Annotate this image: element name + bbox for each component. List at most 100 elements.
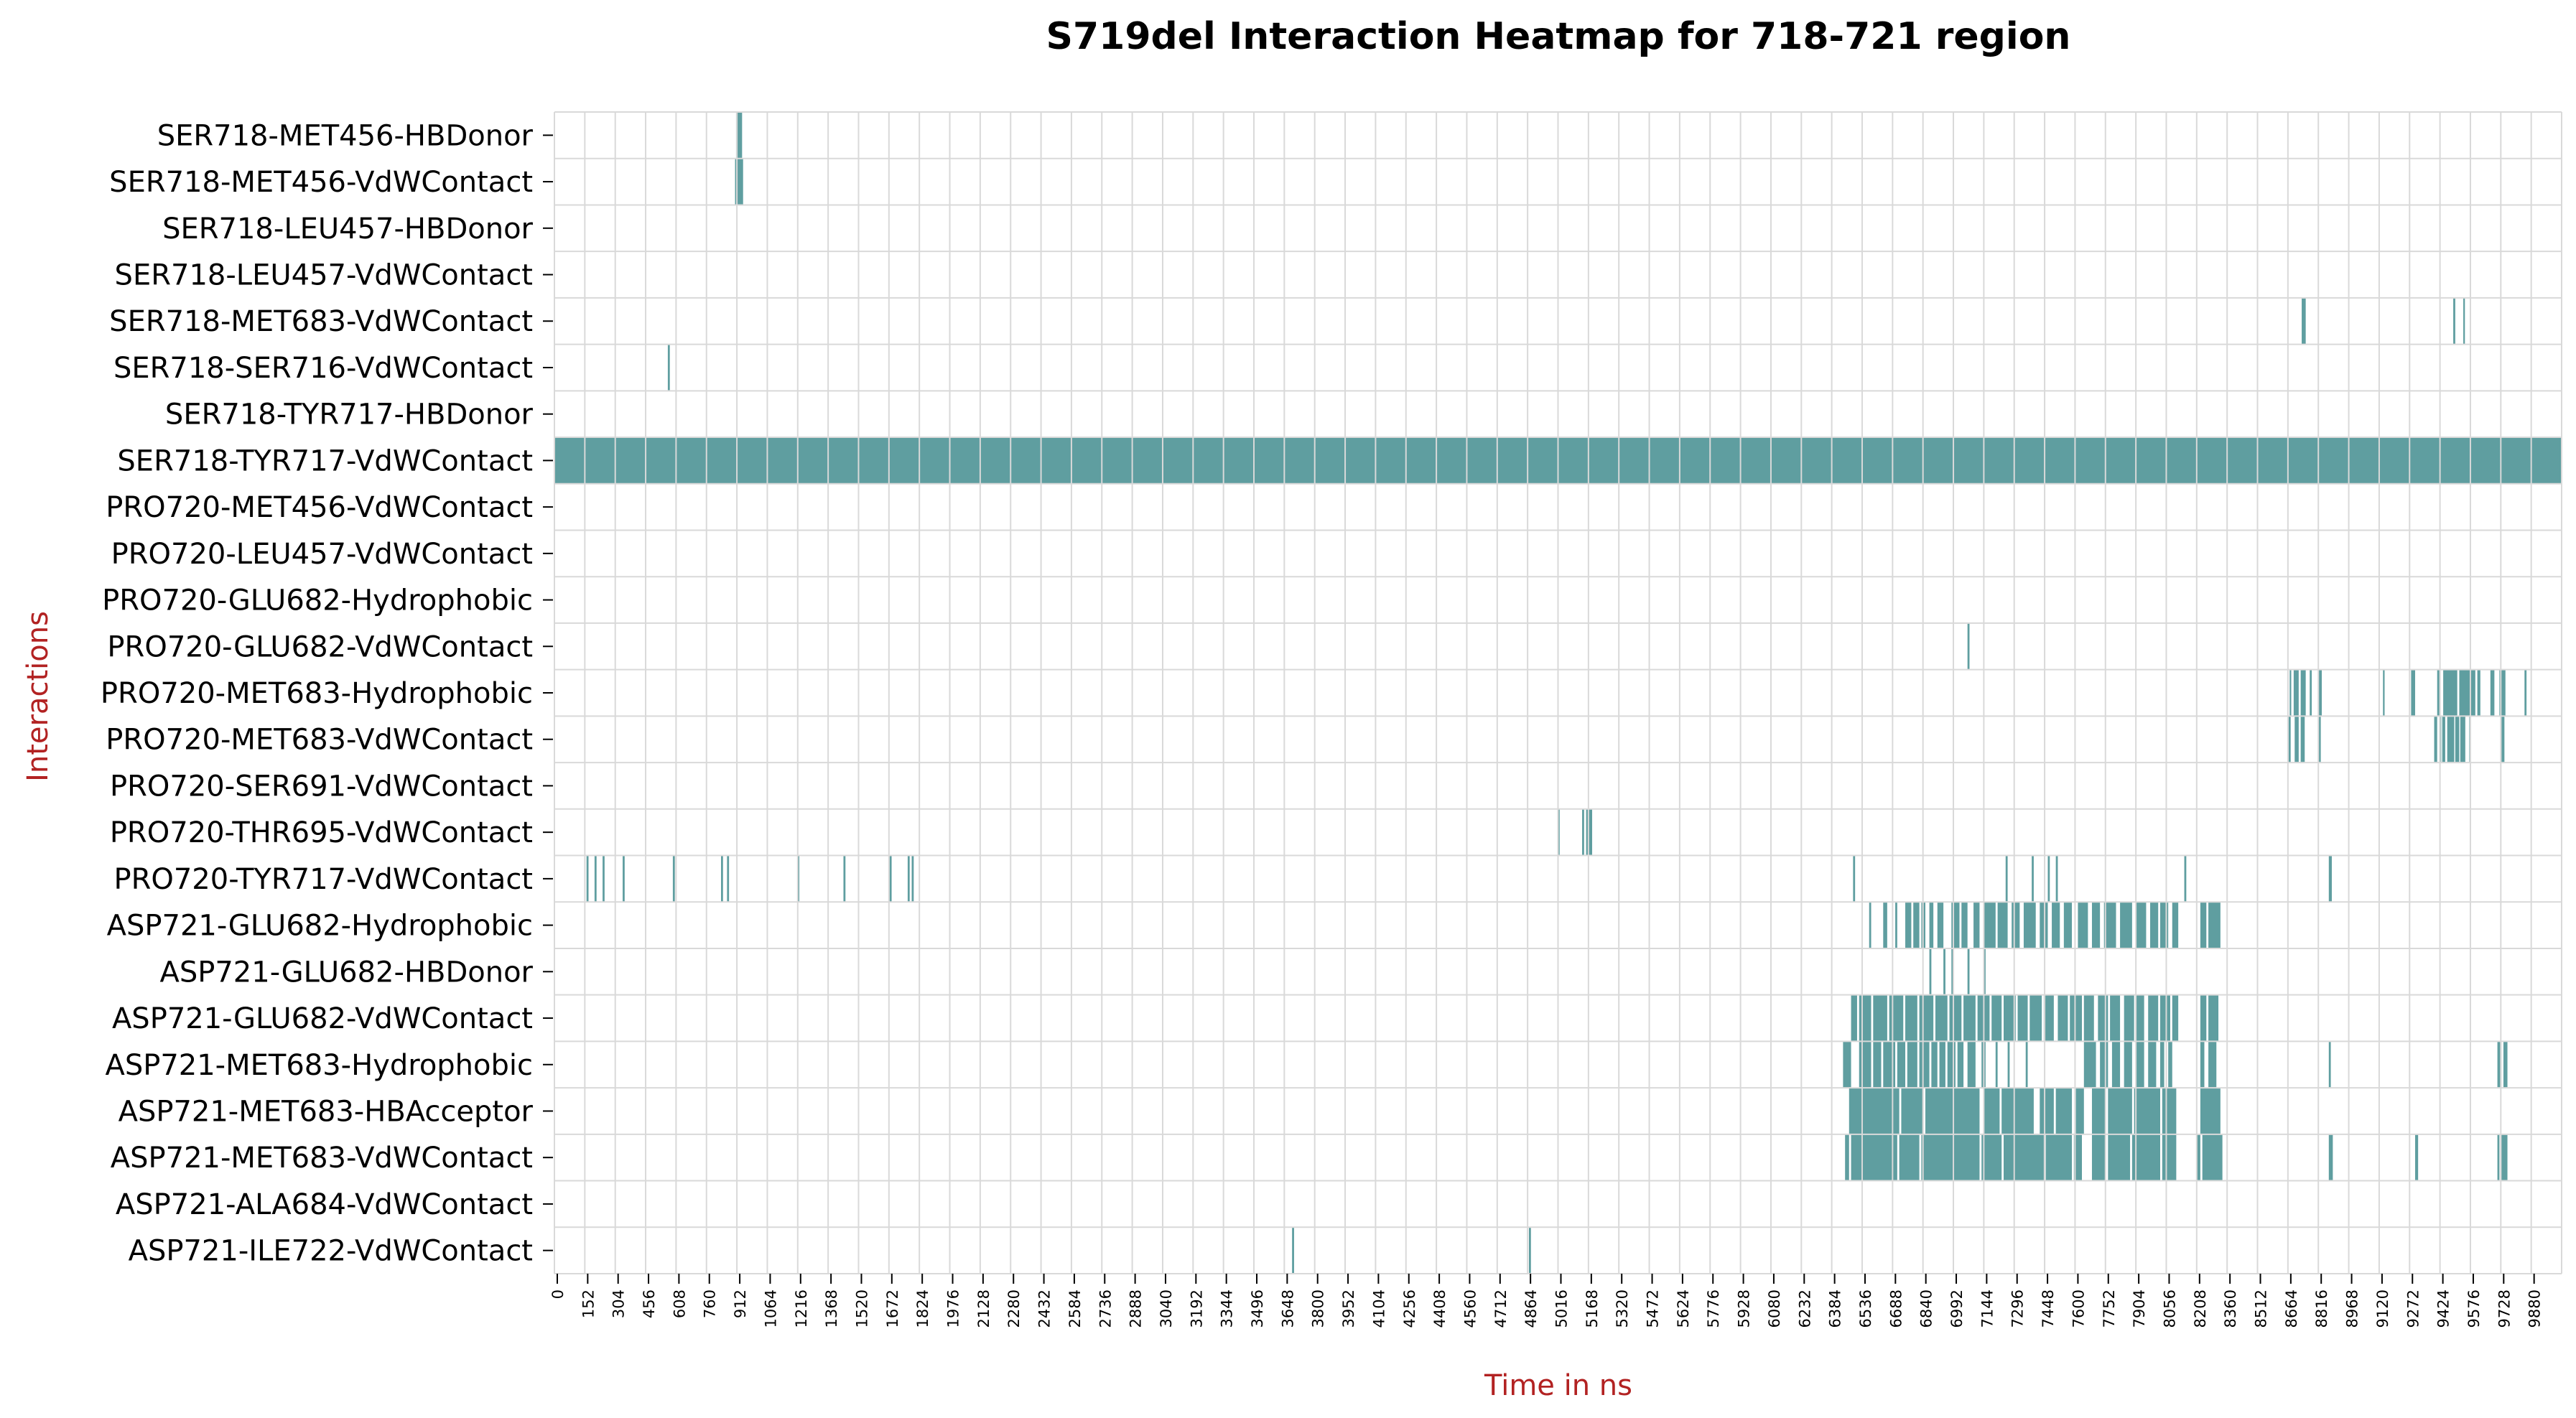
x-tick-label: 3040 bbox=[1158, 1289, 1175, 1328]
y-tick-label: PRO720-THR695-VdWContact bbox=[110, 816, 533, 849]
y-tick-label: ASP721-GLU682-Hydrophobic bbox=[107, 910, 533, 943]
heatmap-cell bbox=[1869, 902, 1871, 948]
heatmap-cell bbox=[2208, 1041, 2217, 1088]
x-tick-label: 9120 bbox=[2374, 1289, 2391, 1328]
heatmap-cell bbox=[2208, 994, 2219, 1042]
heatmap-cell bbox=[2029, 994, 2042, 1042]
heatmap-cell bbox=[2083, 994, 2094, 1042]
x-tick-label: 6232 bbox=[1796, 1289, 1813, 1328]
heatmap-cell bbox=[1929, 902, 1934, 948]
heatmap-cell bbox=[1957, 1041, 1964, 1088]
y-tick-label: ASP721-GLU682-VdWContact bbox=[112, 1002, 533, 1035]
heatmap-cell bbox=[1961, 902, 1968, 948]
x-tick-label: 6536 bbox=[1857, 1289, 1874, 1328]
heatmap-cell bbox=[1897, 1041, 1906, 1088]
heatmap-cell bbox=[911, 855, 914, 902]
heatmap-cell bbox=[2063, 902, 2073, 948]
x-tick-label: 1976 bbox=[945, 1289, 962, 1328]
heatmap-cell bbox=[1919, 1041, 1930, 1088]
heatmap-cell bbox=[2411, 669, 2415, 717]
y-tick-label: SER718-MET683-VdWContact bbox=[109, 305, 533, 338]
heatmap-cell bbox=[2160, 1041, 2165, 1088]
heatmap-cell bbox=[2300, 716, 2305, 763]
heatmap-cell bbox=[2045, 1134, 2073, 1181]
heatmap-cell bbox=[2025, 1041, 2028, 1088]
y-tick-label: PRO720-GLU682-Hydrophobic bbox=[102, 584, 533, 617]
heatmap-cell bbox=[2098, 994, 2108, 1042]
heatmap-cell bbox=[2328, 855, 2332, 902]
x-tick-label: 608 bbox=[671, 1289, 688, 1318]
heatmap-cell bbox=[843, 855, 846, 902]
x-tick-label: 7600 bbox=[2070, 1289, 2087, 1328]
heatmap-cell bbox=[2497, 1041, 2502, 1088]
heatmap-cell bbox=[2524, 669, 2527, 717]
heatmap-cell bbox=[2111, 1041, 2121, 1088]
heatmap-cell bbox=[2434, 716, 2437, 763]
x-tick-label: 7296 bbox=[2009, 1289, 2027, 1328]
y-tick-label: ASP721-ILE722-VdWContact bbox=[129, 1235, 533, 1268]
x-tick-label: 5016 bbox=[1553, 1289, 1571, 1328]
x-tick-label: 2584 bbox=[1066, 1289, 1084, 1328]
x-tick-label: 8056 bbox=[2161, 1289, 2178, 1328]
heatmap-cell bbox=[1981, 1134, 2002, 1181]
x-tick-label: 456 bbox=[641, 1289, 658, 1318]
y-tick-label: PRO720-SER691-VdWContact bbox=[110, 770, 533, 803]
x-tick-label: 4104 bbox=[1370, 1289, 1387, 1328]
heatmap-cell bbox=[2124, 1041, 2132, 1088]
heatmap-cell bbox=[2443, 669, 2458, 717]
heatmap-cell bbox=[603, 855, 605, 902]
heatmap-cell bbox=[2032, 855, 2034, 902]
heatmap-cell bbox=[1995, 1041, 1998, 1088]
heatmap-cell bbox=[2043, 994, 2054, 1042]
heatmap-cell bbox=[2120, 902, 2132, 948]
y-tick-label: SER718-MET456-VdWContact bbox=[109, 166, 533, 199]
heatmap-cell bbox=[2148, 1041, 2157, 1088]
y-axis-tick-labels: SER718-MET456-HBDonor SER718-MET456-VdWCo… bbox=[101, 119, 553, 1268]
heatmap-cell bbox=[2172, 994, 2179, 1042]
heatmap-cell bbox=[2200, 1088, 2221, 1134]
heatmap-cell bbox=[2136, 902, 2147, 948]
x-tick-label: 3496 bbox=[1249, 1289, 1266, 1328]
heatmap-cell bbox=[672, 855, 675, 902]
heatmap-cell bbox=[2202, 1134, 2223, 1181]
heatmap-cell bbox=[1967, 948, 1970, 995]
heatmap-cell bbox=[1991, 994, 2002, 1042]
x-tick-label: 8512 bbox=[2253, 1289, 2270, 1328]
x-tick-label: 5320 bbox=[1614, 1289, 1631, 1328]
x-tick-label: 2888 bbox=[1127, 1289, 1145, 1328]
y-tick-label: ASP721-MET683-VdWContact bbox=[111, 1142, 533, 1175]
heatmap-cell bbox=[667, 344, 670, 391]
x-axis-ticks: 0 152 304 456 608 760 912 1064 1216 1368 1520 1672 1… bbox=[549, 1274, 2544, 1328]
heatmap-cell bbox=[1907, 1041, 1917, 1088]
heatmap-grid bbox=[554, 111, 2562, 1274]
heatmap-cell bbox=[2047, 855, 2050, 902]
heatmap-cell bbox=[1939, 1041, 1945, 1088]
heatmap-cell bbox=[1984, 948, 1986, 995]
heatmap-cell bbox=[2040, 1088, 2054, 1134]
x-tick-label: 2280 bbox=[1005, 1289, 1023, 1328]
x-tick-label: 7448 bbox=[2040, 1289, 2057, 1328]
heatmap-cell bbox=[2040, 902, 2048, 948]
heatmap-cell bbox=[1931, 1041, 1938, 1088]
heatmap-cell bbox=[2414, 1134, 2419, 1181]
heatmap-cell bbox=[1845, 1134, 1849, 1181]
heatmap-cell bbox=[2055, 855, 2058, 902]
heatmap-cell bbox=[1849, 1088, 1900, 1134]
x-tick-label: 4560 bbox=[1461, 1289, 1479, 1328]
heatmap-cell bbox=[623, 855, 625, 902]
heatmap-cell bbox=[2003, 994, 2016, 1042]
x-tick-label: 6080 bbox=[1766, 1289, 1783, 1328]
x-tick-label: 8360 bbox=[2222, 1289, 2239, 1328]
x-tick-label: 9424 bbox=[2435, 1289, 2452, 1328]
heatmap-cell bbox=[1921, 1134, 1980, 1181]
heatmap-cell bbox=[1873, 1041, 1882, 1088]
heatmap-cell bbox=[2007, 1041, 2010, 1088]
x-tick-label: 9272 bbox=[2404, 1289, 2422, 1328]
heatmap-cell bbox=[2052, 902, 2060, 948]
x-tick-label: 8816 bbox=[2313, 1289, 2330, 1328]
heatmap-cell bbox=[2328, 1041, 2331, 1088]
x-tick-label: 8968 bbox=[2344, 1289, 2361, 1328]
heatmap-cell bbox=[2162, 1134, 2177, 1181]
heatmap-cell bbox=[1967, 622, 1970, 670]
